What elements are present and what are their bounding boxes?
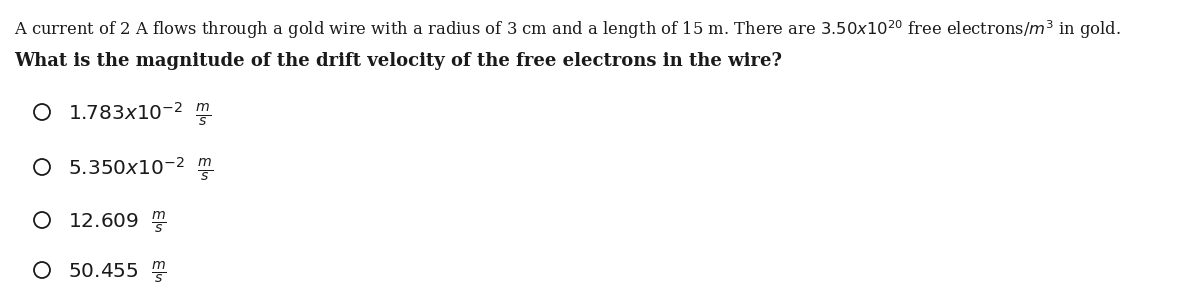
Text: $1.783x10^{-2}$  $\frac{m}{s}$: $1.783x10^{-2}$ $\frac{m}{s}$: [68, 100, 211, 127]
Text: What is the magnitude of the drift velocity of the free electrons in the wire?: What is the magnitude of the drift veloc…: [14, 52, 782, 70]
Text: $12.609$  $\frac{m}{s}$: $12.609$ $\frac{m}{s}$: [68, 210, 167, 236]
Text: $50.455$  $\frac{m}{s}$: $50.455$ $\frac{m}{s}$: [68, 260, 167, 286]
Text: $5.350x10^{-2}$  $\frac{m}{s}$: $5.350x10^{-2}$ $\frac{m}{s}$: [68, 155, 214, 183]
Text: A current of 2 A flows through a gold wire with a radius of 3 cm and a length of: A current of 2 A flows through a gold wi…: [14, 18, 1121, 41]
